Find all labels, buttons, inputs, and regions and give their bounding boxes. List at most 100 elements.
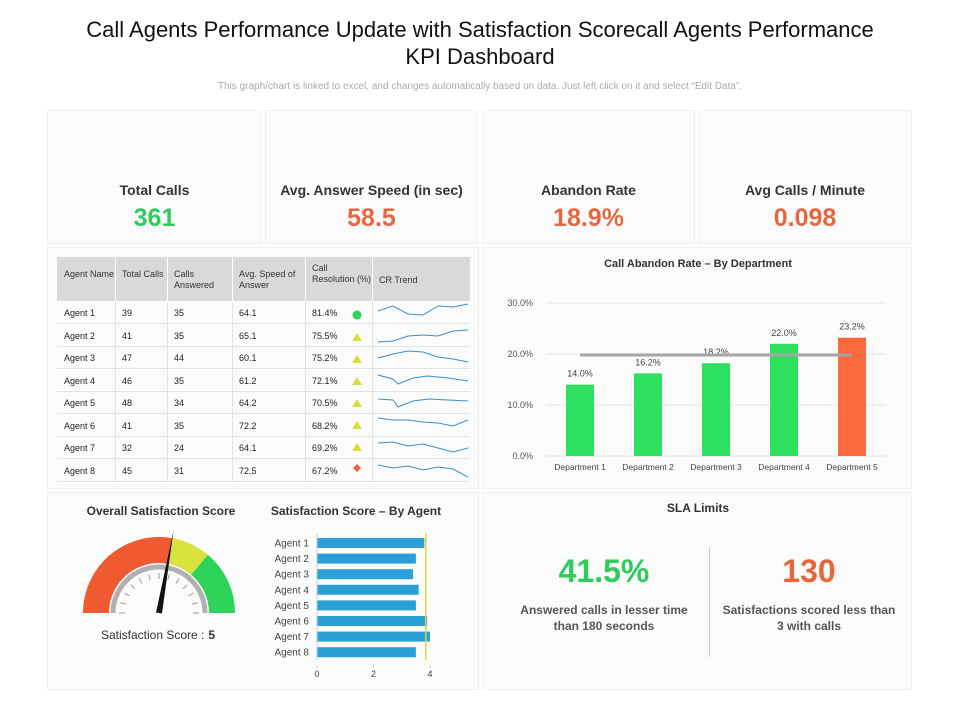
status-icon [352, 399, 362, 407]
column-divider [232, 436, 233, 458]
table-cell: 34 [174, 398, 185, 408]
row-line [57, 345, 470, 347]
header-cell: Total Calls [122, 269, 164, 279]
status-icon [352, 333, 362, 341]
table-cell: 81.4% [312, 308, 338, 318]
row-line [57, 480, 470, 482]
status-icon [352, 355, 362, 363]
bar [770, 343, 798, 456]
value-label: 16.2% [635, 357, 661, 367]
table-cell: 75.2% [312, 353, 338, 363]
table-cell: Agent 2 [64, 330, 96, 341]
table-cell: 41 [122, 420, 133, 431]
sla-value: 41.5% [558, 553, 650, 589]
page-title: Call Agents Performance Update with Sati… [86, 17, 874, 69]
table-cell: 35 [174, 375, 185, 386]
sparkline [377, 303, 469, 316]
sla-text: Satisfactions scored less than 3 with ca… [722, 603, 896, 633]
sla-divider [709, 547, 710, 657]
kpi-card: Avg Calls / Minute 0.098 [698, 110, 912, 244]
gauge-tick [188, 592, 194, 597]
table-cell: 35 [174, 420, 185, 431]
table-cell: Agent 5 [64, 398, 96, 408]
column-divider [305, 301, 306, 323]
header-cell: CR Trend [379, 275, 418, 285]
table-cell: Agent 4 [64, 375, 96, 386]
column-divider [305, 436, 306, 458]
kpi-label: Avg Calls / Minute [744, 182, 866, 198]
column-divider [115, 413, 116, 436]
agent-table: Agent Name Total Calls Calls Answered Avg. … [57, 257, 470, 482]
bar [317, 600, 416, 611]
column-divider [232, 458, 233, 481]
sparkline [377, 398, 469, 408]
x-tick-label: 4 [427, 669, 432, 679]
row-line [57, 390, 470, 392]
gauge-tick [120, 602, 127, 605]
table-panel: Agent Name Total Calls Calls Answered Avg. … [47, 247, 479, 489]
table-cell: 64.1 [239, 443, 257, 453]
bar [838, 337, 866, 456]
value-label: 22.0% [771, 328, 797, 338]
gauge-tick [182, 584, 188, 590]
bar [317, 553, 416, 564]
table-cell: 35 [174, 330, 185, 341]
gauge-label: Satisfaction Score : 5 [101, 628, 215, 642]
status-icon [352, 421, 362, 429]
column-divider [305, 391, 306, 413]
x-tick-label: Department 4 [758, 462, 810, 472]
row-line [57, 435, 470, 437]
bar [317, 538, 425, 548]
column-divider [167, 301, 168, 323]
kpi-value: 0.098 [773, 204, 837, 232]
gauge-needle [156, 530, 174, 614]
column-divider [305, 368, 306, 391]
sla-panel: SLA Limits 41.5% Answered calls in lesser… [482, 492, 912, 690]
x-tick-label: Department 1 [554, 462, 606, 472]
status-icon [352, 310, 362, 320]
trend-overlay [352, 303, 469, 478]
sparkline [377, 417, 469, 427]
table-cell: 69.2% [312, 443, 338, 453]
column-divider [372, 301, 373, 323]
sparkline [377, 374, 469, 385]
x-tick-label: Department 5 [826, 462, 878, 472]
header-cell: Agent Name [64, 269, 115, 279]
sla-value: 130 [782, 553, 836, 589]
column-divider [115, 436, 116, 458]
table-cell: 72.2 [239, 420, 257, 431]
table-cell: 64.1 [239, 308, 257, 318]
table-cell: 41 [122, 330, 133, 341]
table-cell: 72.1% [312, 375, 338, 386]
column-divider [115, 458, 116, 481]
y-tick-label: Agent 7 [275, 632, 310, 643]
y-tick-label: Agent 5 [275, 601, 310, 612]
x-tick-label: 0 [314, 669, 319, 679]
column-divider [115, 323, 116, 346]
column-divider [372, 413, 373, 436]
x-tick-label: Department 2 [622, 462, 674, 472]
column-divider [372, 391, 373, 413]
satisfaction-panel: Overall Satisfaction Score Satisfaction S… [47, 492, 479, 690]
sparkline [377, 350, 469, 363]
header-cell: Avg. Speed of Answer [239, 269, 296, 290]
y-tick-label: Agent 3 [275, 570, 310, 581]
sparkline [377, 329, 469, 343]
column-divider [232, 257, 233, 301]
column-divider [232, 391, 233, 413]
table-cell: 44 [174, 353, 185, 363]
column-divider [167, 323, 168, 346]
row-line [57, 413, 470, 414]
chart-title: Call Abandon Rate – By Department [604, 258, 792, 270]
sla-text: Answered calls in lesser time than 180 s… [520, 603, 688, 633]
gauge-band [83, 537, 173, 613]
sparklines [377, 303, 469, 478]
column-divider [305, 413, 306, 436]
chart-title: Overall Satisfaction Score [87, 504, 236, 518]
table-cell: 39 [122, 308, 133, 318]
table-cell: Agent 7 [64, 443, 96, 453]
column-divider [372, 323, 373, 346]
kpi-value: 18.9% [553, 204, 624, 232]
column-divider [232, 301, 233, 323]
